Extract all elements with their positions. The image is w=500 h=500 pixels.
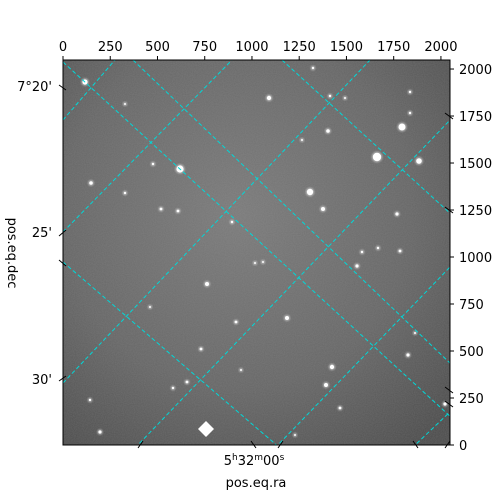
grid-line: [63, 61, 450, 417]
star-field: [81, 65, 448, 438]
top-tick-label: 1000: [235, 40, 268, 55]
star: [338, 406, 342, 410]
grid-crossing-tick: [444, 112, 454, 120]
top-tick-label: 750: [192, 40, 217, 55]
star: [262, 261, 264, 263]
star: [88, 398, 92, 402]
coordinate-grid: [63, 60, 450, 445]
grid-line: [414, 411, 450, 445]
right-tick-label: 2000: [459, 63, 492, 78]
star: [311, 66, 315, 70]
right-tick-label: 750: [459, 298, 484, 313]
right-pixel-axis: 0 250 500 750 1000 1250 1500 1750 2000: [444, 63, 492, 454]
star: [321, 207, 325, 211]
star: [395, 212, 399, 216]
star: [398, 123, 406, 131]
star: [324, 383, 328, 387]
bottom-ra-axis: 5h32m00s: [137, 440, 451, 469]
y-axis-label: pos.eq.dec: [4, 218, 19, 289]
sky-image: [63, 60, 450, 445]
star: [306, 188, 314, 196]
right-tick-label: 0: [459, 439, 467, 454]
star: [301, 139, 303, 141]
top-tick-label: 2000: [424, 40, 457, 55]
star: [328, 94, 332, 98]
star: [408, 90, 412, 94]
star: [285, 316, 289, 320]
star: [234, 320, 238, 324]
star: [159, 207, 163, 211]
grid-line: [281, 60, 450, 214]
star: [98, 430, 102, 434]
star: [185, 380, 189, 384]
star: [230, 220, 234, 224]
plot-frame: [62, 59, 451, 446]
right-tick-label: 1250: [459, 204, 492, 219]
top-tick-label: 0: [59, 40, 67, 55]
x-axis-label: pos.eq.ra: [226, 476, 287, 491]
grid-crossing-tick: [444, 206, 454, 214]
star: [294, 434, 296, 436]
star: [266, 95, 272, 101]
dec-tick-label: 7°20': [17, 80, 52, 95]
star: [176, 209, 180, 213]
top-tick-label: 1250: [283, 40, 316, 55]
grid-line: [63, 60, 116, 121]
grid-line: [63, 261, 278, 445]
star: [406, 353, 410, 357]
star: [344, 97, 346, 99]
top-pixel-axis: 0 250 500 750 1000 1250 1500 1750 2000: [59, 40, 457, 60]
star: [355, 264, 359, 268]
right-tick-label: 250: [459, 392, 484, 407]
star: [326, 129, 330, 133]
grid-crossing-tick: [444, 400, 454, 408]
grid-crossing-tick: [444, 386, 454, 394]
star: [372, 152, 382, 162]
ra-tick-label: 5h32m00s: [224, 453, 285, 469]
right-tick-label: 500: [459, 345, 484, 360]
grid-line: [63, 60, 233, 233]
bright-star: [198, 421, 214, 437]
top-tick-label: 500: [145, 40, 170, 55]
right-tick-label: 1000: [459, 251, 492, 266]
star: [376, 246, 380, 250]
star: [398, 249, 402, 253]
left-dec-axis: 7°20' 25' 30': [17, 80, 67, 388]
top-tick-label: 250: [98, 40, 123, 55]
star: [124, 103, 126, 105]
dec-tick-label: 25': [32, 226, 52, 241]
grid-line: [137, 119, 450, 445]
star: [408, 111, 412, 115]
grid-line: [277, 266, 450, 445]
star: [151, 162, 155, 166]
star: [360, 250, 364, 254]
top-tick-label: 1750: [377, 40, 410, 55]
star: [414, 332, 416, 334]
top-tick-label: 1500: [330, 40, 363, 55]
star: [171, 386, 175, 390]
star: [149, 306, 151, 308]
star: [199, 347, 203, 351]
dec-tick-label: 30': [32, 373, 52, 388]
star: [240, 369, 242, 371]
star: [443, 402, 447, 406]
right-tick-label: 1750: [459, 110, 492, 125]
star: [329, 364, 335, 370]
right-tick-label: 1500: [459, 157, 492, 172]
star: [205, 282, 209, 286]
star: [89, 181, 93, 185]
grid-line: [63, 60, 371, 384]
star: [123, 191, 127, 195]
star: [416, 158, 422, 164]
grid-line: [132, 60, 450, 364]
star: [254, 262, 256, 264]
